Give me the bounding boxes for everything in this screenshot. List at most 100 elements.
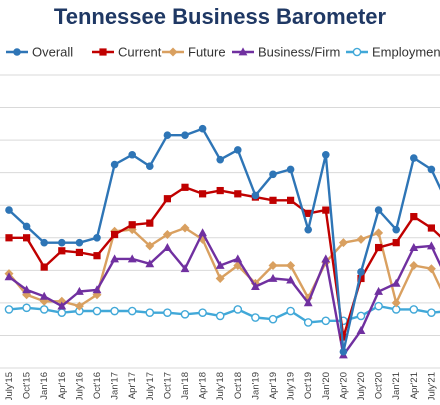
data-point-business-firm <box>39 291 49 300</box>
data-point-overall <box>374 206 383 214</box>
data-point-current <box>111 230 119 239</box>
data-point-employment <box>127 306 137 316</box>
legend-marker-future <box>168 47 178 57</box>
data-point-employment <box>110 306 119 316</box>
data-point-business-firm <box>75 286 84 295</box>
data-point-business-firm <box>391 278 401 287</box>
x-tick-label: Apr'21 <box>409 372 420 399</box>
data-point-overall <box>339 347 348 356</box>
data-point-current <box>216 186 224 195</box>
data-point-business-firm <box>145 259 155 268</box>
data-point-overall <box>357 268 365 276</box>
x-tick-label: Apr'17 <box>127 372 138 399</box>
data-point-future <box>215 273 225 283</box>
legend-label-employment: Employment <box>372 45 440 60</box>
data-point-current <box>128 221 136 229</box>
data-point-future <box>162 230 172 240</box>
data-point-business-firm <box>163 242 172 251</box>
series-line-overall <box>8 127 440 353</box>
data-point-employment <box>57 308 67 317</box>
x-tick-label: Oct'20 <box>374 372 385 399</box>
data-point-current <box>322 206 330 214</box>
data-point-overall <box>22 222 31 231</box>
data-point-current <box>304 209 312 217</box>
data-point-employment <box>145 308 155 317</box>
data-point-current <box>75 248 83 257</box>
data-point-business-firm <box>22 285 31 294</box>
data-point-overall <box>392 225 401 234</box>
series-line-business-firm <box>8 231 440 357</box>
data-point-business-firm <box>427 241 436 250</box>
data-point-current <box>392 239 400 247</box>
data-point-current <box>234 190 242 198</box>
data-point-employment <box>286 306 295 316</box>
x-tick-label: July'20 <box>356 372 367 400</box>
data-point-overall <box>110 160 119 169</box>
data-point-employment <box>303 318 313 327</box>
data-point-business-firm <box>57 301 67 310</box>
data-point-overall <box>216 155 224 164</box>
data-point-future <box>145 241 155 251</box>
x-tick-label: Oct'19 <box>303 372 314 399</box>
data-point-employment <box>198 308 207 317</box>
data-point-business-firm <box>303 298 313 307</box>
x-tick-label: July'15 <box>4 372 15 400</box>
data-point-current <box>410 213 418 221</box>
data-point-business-firm <box>110 254 119 263</box>
data-point-future <box>338 238 348 248</box>
data-point-employment <box>427 308 436 317</box>
data-point-employment <box>251 313 260 322</box>
data-point-overall <box>5 206 13 214</box>
x-tick-label: Apr'19 <box>268 372 279 399</box>
data-point-employment <box>233 305 243 314</box>
data-point-current <box>427 224 435 232</box>
legend-label-overall: Overall <box>32 45 73 60</box>
data-point-overall <box>427 165 436 174</box>
legend-marker-employment <box>352 47 362 57</box>
data-point-current <box>146 219 154 227</box>
data-point-current <box>40 263 48 271</box>
legend-label-current: Current <box>118 45 162 60</box>
legend-marker-current <box>99 48 107 56</box>
x-tick-label: Apr'18 <box>198 372 209 399</box>
data-point-employment <box>215 311 225 321</box>
legend-label-future: Future <box>188 45 226 60</box>
data-point-business-firm <box>127 254 137 263</box>
x-tick-label: Jan'21 <box>391 372 402 400</box>
x-tick-label: Jan'20 <box>321 372 332 400</box>
data-point-business-firm <box>321 254 331 263</box>
data-point-current <box>93 252 101 260</box>
data-point-business-firm <box>356 325 366 334</box>
data-point-overall <box>234 146 242 154</box>
data-point-employment <box>268 314 278 324</box>
data-point-future <box>180 223 190 233</box>
x-tick-label: July'18 <box>215 372 226 400</box>
data-point-current <box>269 196 277 204</box>
data-point-business-firm <box>180 264 190 273</box>
data-point-employment <box>163 308 172 317</box>
data-point-employment <box>321 316 331 326</box>
data-point-business-firm <box>409 242 419 251</box>
data-point-future <box>286 260 296 270</box>
chart-title: Tennessee Business Barometer <box>53 4 387 29</box>
data-point-overall <box>322 150 330 159</box>
data-point-overall <box>40 238 48 247</box>
legend-label-business-firm: Business/Firm <box>258 45 340 60</box>
data-point-overall <box>251 191 260 200</box>
data-point-future <box>268 260 278 270</box>
data-point-overall <box>146 162 154 170</box>
data-point-current <box>357 274 365 283</box>
x-tick-label: Oct'18 <box>233 372 244 399</box>
x-tick-label: Oct'16 <box>92 372 103 399</box>
data-point-employment <box>374 301 383 311</box>
data-point-employment <box>356 311 366 321</box>
data-point-future <box>391 298 401 308</box>
x-tick-label: Jan'16 <box>39 372 50 400</box>
data-point-overall <box>304 225 313 234</box>
data-point-business-firm <box>286 275 295 284</box>
data-point-current <box>287 196 295 204</box>
data-point-overall <box>269 170 277 179</box>
x-tick-label: July'21 <box>426 372 437 400</box>
